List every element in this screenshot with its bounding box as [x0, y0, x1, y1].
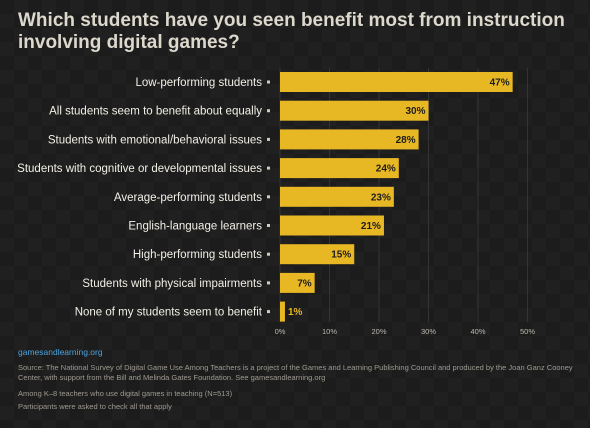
- category-label: Low-performing students: [135, 77, 262, 89]
- bar-value-label: 28%: [396, 135, 416, 146]
- category-label: None of my students seem to benefit: [75, 307, 263, 319]
- bar: [280, 129, 419, 150]
- x-axis-ticks: 0% 10% 20% 30% 40% 50%: [275, 327, 536, 336]
- category-label: English-language learners: [128, 221, 262, 233]
- category-marker: [267, 281, 270, 285]
- bar: [280, 244, 355, 265]
- x-tick-label: 40%: [470, 327, 485, 336]
- bar-chart: 47% 30% 28% 24% 23% 21% 15% 7% 1% Low-performing…: [17, 68, 536, 336]
- category-label: Students with cognitive or developmental…: [17, 163, 262, 175]
- chart-title: Which students have you seen benefit mos…: [18, 10, 565, 53]
- bar-value-label: 15%: [331, 250, 351, 261]
- method-note: Participants were asked to check all tha…: [18, 402, 172, 411]
- bar: [280, 215, 384, 236]
- sample-note: Among K–8 teachers who use digital games…: [18, 389, 233, 398]
- x-tick-label: 50%: [520, 327, 535, 336]
- bar: [280, 272, 315, 293]
- bar: [280, 158, 399, 179]
- category-label: Students with emotional/behavioral issue…: [48, 134, 262, 146]
- category-marker: [267, 80, 270, 84]
- bar: [280, 100, 429, 121]
- bars: 47% 30% 28% 24% 23% 21% 15% 7% 1%: [280, 72, 513, 322]
- category-marker: [267, 137, 270, 141]
- bar-value-label: 21%: [361, 221, 381, 232]
- bar-value-label: 24%: [376, 164, 396, 175]
- x-tick-label: 10%: [322, 327, 337, 336]
- source-note: Source: The National Survey of Digital G…: [18, 363, 573, 382]
- bar: [280, 186, 394, 207]
- category-label: All students seem to benefit about equal…: [49, 106, 262, 118]
- category-labels: Low-performing students All students seem…: [17, 77, 270, 319]
- category-marker: [267, 310, 270, 314]
- category-label: High-performing students: [133, 249, 262, 261]
- bar-value-label: 7%: [297, 278, 312, 289]
- category-marker: [267, 252, 270, 256]
- bar: [280, 72, 513, 92]
- category-marker: [267, 195, 270, 199]
- bar: [280, 301, 285, 322]
- x-tick-label: 30%: [421, 327, 436, 336]
- category-marker: [267, 109, 270, 113]
- bar-value-label: 47%: [490, 78, 510, 89]
- bar-value-label: 1%: [288, 307, 303, 318]
- bar-value-label: 23%: [371, 192, 391, 203]
- category-label: Average-performing students: [114, 192, 262, 204]
- category-marker: [267, 166, 270, 170]
- category-label: Students with physical impairments: [82, 278, 262, 290]
- x-tick-label: 20%: [371, 327, 386, 336]
- bar-value-label: 30%: [405, 106, 425, 117]
- category-marker: [267, 224, 270, 227]
- brand-link[interactable]: gamesandlearning.org: [18, 347, 103, 357]
- x-tick-label: 0%: [275, 327, 286, 336]
